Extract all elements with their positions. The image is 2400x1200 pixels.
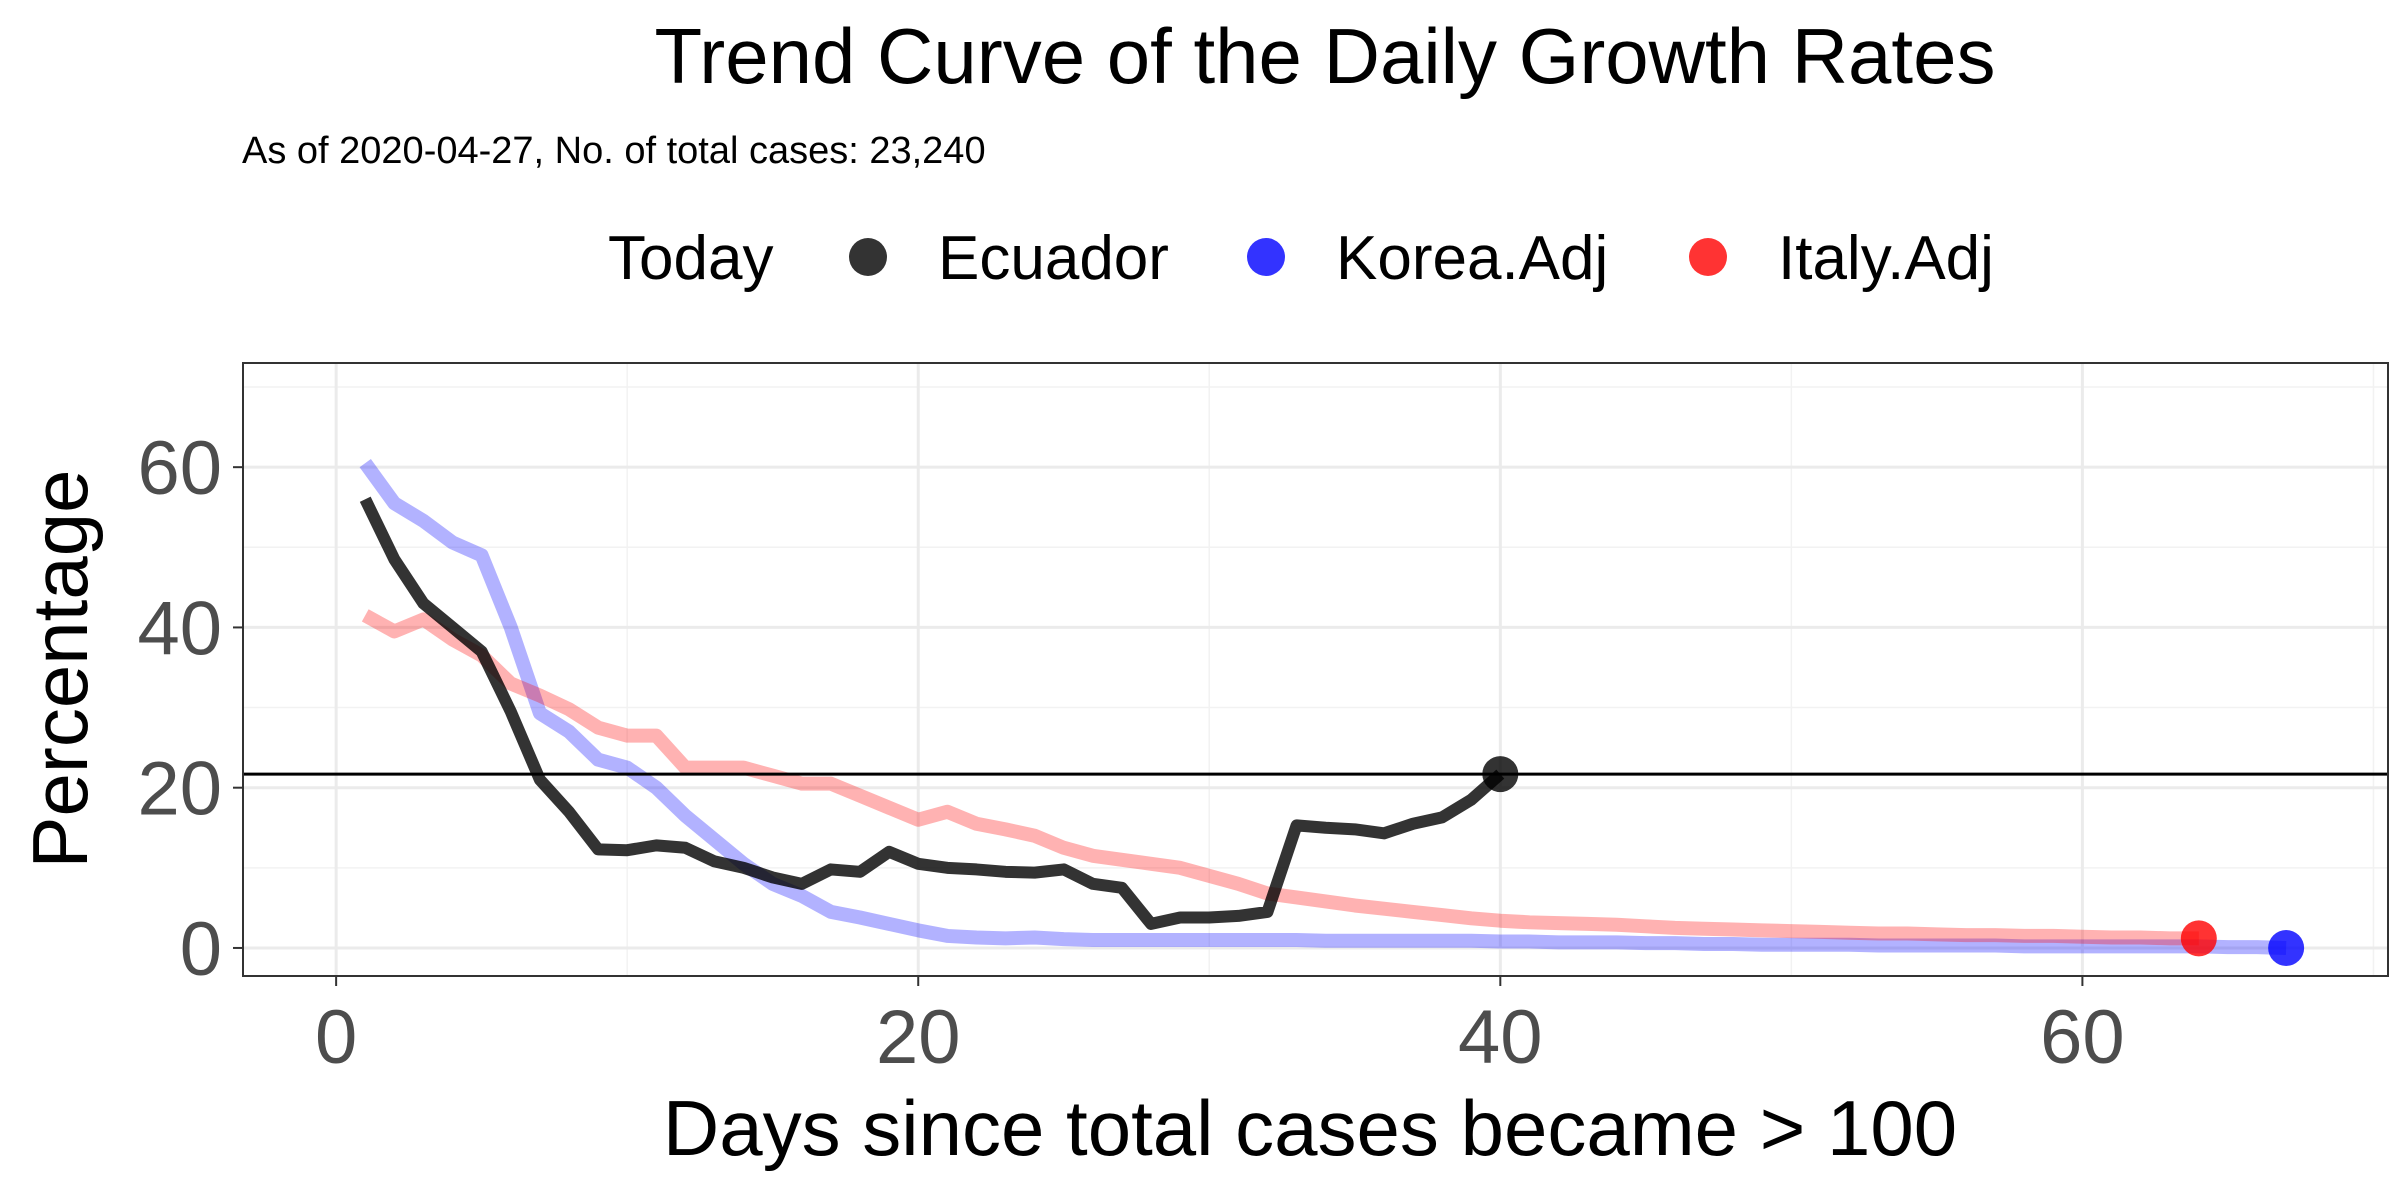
- x-tick-label: 60: [2040, 995, 2125, 1080]
- legend-label: Korea.Adj: [1336, 224, 1608, 293]
- today-point-korea-adj: [2268, 929, 2305, 966]
- x-tick-label: 20: [876, 995, 961, 1080]
- legend-label: Italy.Adj: [1778, 224, 1994, 293]
- grid-minor: [243, 363, 2388, 976]
- y-tick-label: 0: [180, 907, 222, 992]
- x-tick-label: 40: [1458, 995, 1543, 1080]
- y-tick-label: 20: [137, 747, 222, 832]
- y-tick-label: 40: [137, 586, 222, 671]
- plot-area: [242, 362, 2389, 977]
- x-axis-title: Days since total cases became > 100: [663, 1084, 1957, 1172]
- y-axis-title: Percentage: [16, 470, 104, 869]
- series-line-ecuador: [359, 496, 1505, 930]
- today-point-ecuador: [1482, 756, 1519, 793]
- legend-key: [1689, 238, 1727, 276]
- series-line-korea-adj: [359, 459, 2287, 955]
- legend-key: [1247, 238, 1285, 276]
- x-tick-label: 0: [315, 995, 357, 1080]
- legend-label: Ecuador: [938, 224, 1169, 293]
- series-layer: [359, 459, 2287, 955]
- plot-background: [243, 363, 2388, 976]
- chart-title: Trend Curve of the Daily Growth Rates: [655, 12, 1996, 100]
- y-axis: 0 20 40 60: [137, 426, 243, 992]
- today-point-italy-adj: [2180, 920, 2217, 957]
- series-line-italy-adj: [361, 609, 2199, 946]
- legend: Today Ecuador Korea.Adj Italy.Adj: [608, 224, 1994, 293]
- points-layer: [1482, 756, 2305, 966]
- chart-subtitle: As of 2020-04-27, No. of total cases: 23…: [242, 130, 986, 172]
- y-tick-label: 60: [137, 426, 222, 511]
- legend-key: [849, 238, 887, 276]
- x-axis: 0 20 40 60: [315, 976, 2125, 1080]
- grid-major: [243, 363, 2388, 976]
- legend-title: Today: [608, 224, 773, 293]
- plot-border: [242, 362, 2389, 977]
